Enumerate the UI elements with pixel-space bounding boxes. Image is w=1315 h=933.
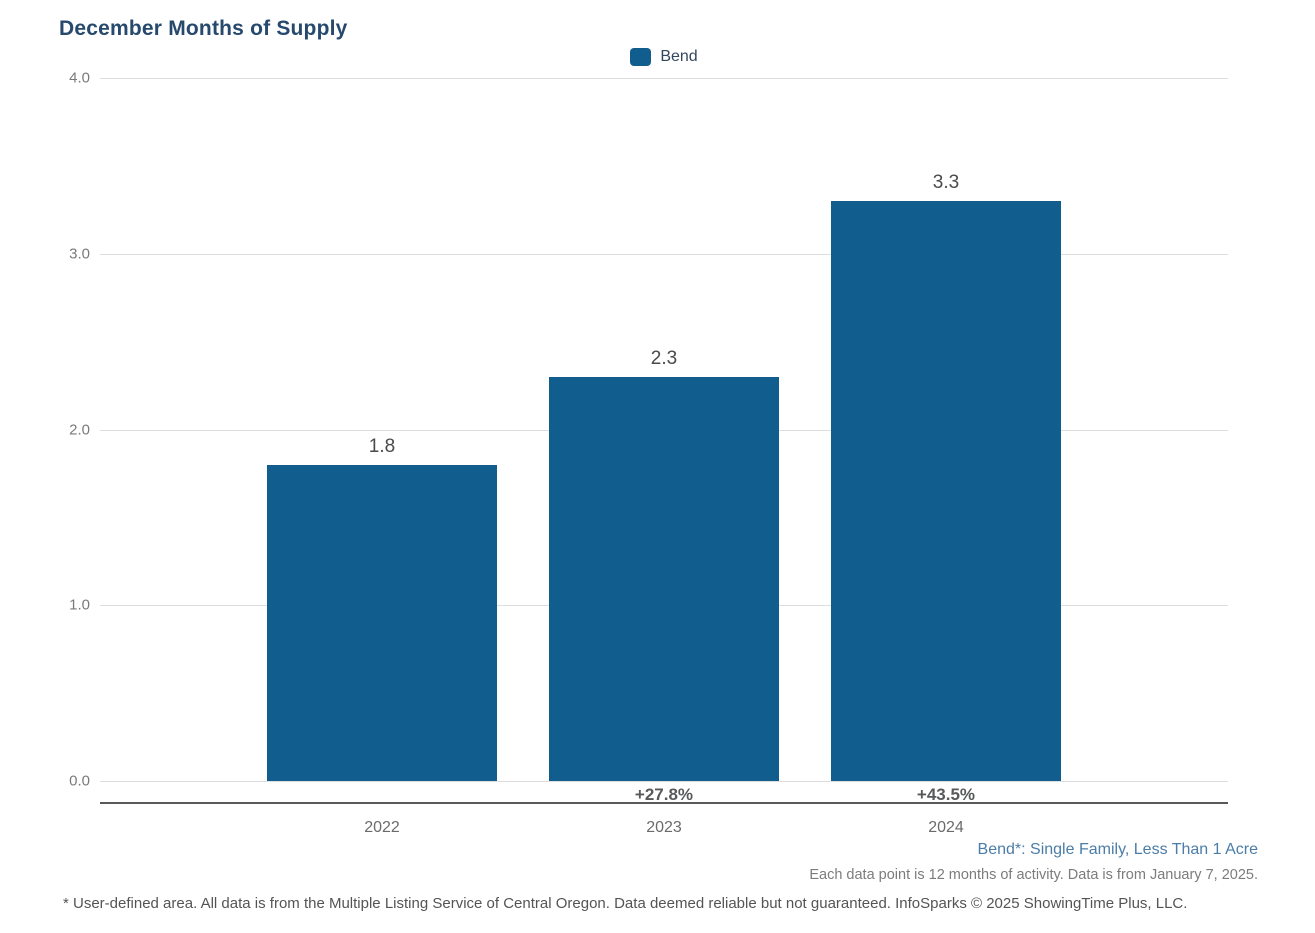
pct-change-label-2024: +43.5% (916, 785, 976, 804)
bar-value-label-2024: 3.3 (932, 172, 960, 194)
ytick-label-1.0: 1.0 (69, 596, 90, 614)
gridline-y-0.0 (100, 781, 1228, 782)
legend: Bend (100, 48, 1228, 66)
data-period-note: Each data point is 12 months of activity… (809, 867, 1258, 883)
ytick-label-2.0: 2.0 (69, 421, 90, 438)
bar-value-label-2023: 2.3 (650, 347, 678, 369)
xtick-label-2022: 2022 (364, 819, 400, 836)
legend-swatch-bend[interactable] (630, 48, 652, 66)
ytick-label-3.0: 3.0 (69, 245, 90, 263)
ytick-label-4.0: 4.0 (69, 69, 90, 87)
pct-change-label-2023: +27.8% (634, 785, 694, 804)
bar-2023[interactable] (549, 376, 779, 781)
series-definition-note: Bend*: Single Family, Less Than 1 Acre (977, 841, 1258, 858)
plot-area: 0.0 1.0 2.0 3.0 4.0 1.8 2022 2.3 +27.8% 2023 3.3 +4… (69, 70, 1228, 836)
xtick-label-2024: 2024 (928, 819, 964, 836)
disclaimer-note: * User-defined area. All data is from th… (63, 895, 1188, 912)
x-axis-line (100, 802, 1228, 804)
bar-value-label-2022: 1.8 (368, 435, 396, 457)
xtick-label-2023: 2023 (646, 819, 682, 836)
gridline-y-4.0 (100, 78, 1228, 79)
bar-2024[interactable] (831, 201, 1061, 781)
legend-label-bend[interactable]: Bend (660, 48, 698, 65)
chart-title: December Months of Supply (59, 17, 348, 40)
gridline-y-3.0 (100, 253, 1228, 255)
bar-2022[interactable] (267, 464, 497, 781)
ytick-label-0.0: 0.0 (69, 772, 90, 790)
